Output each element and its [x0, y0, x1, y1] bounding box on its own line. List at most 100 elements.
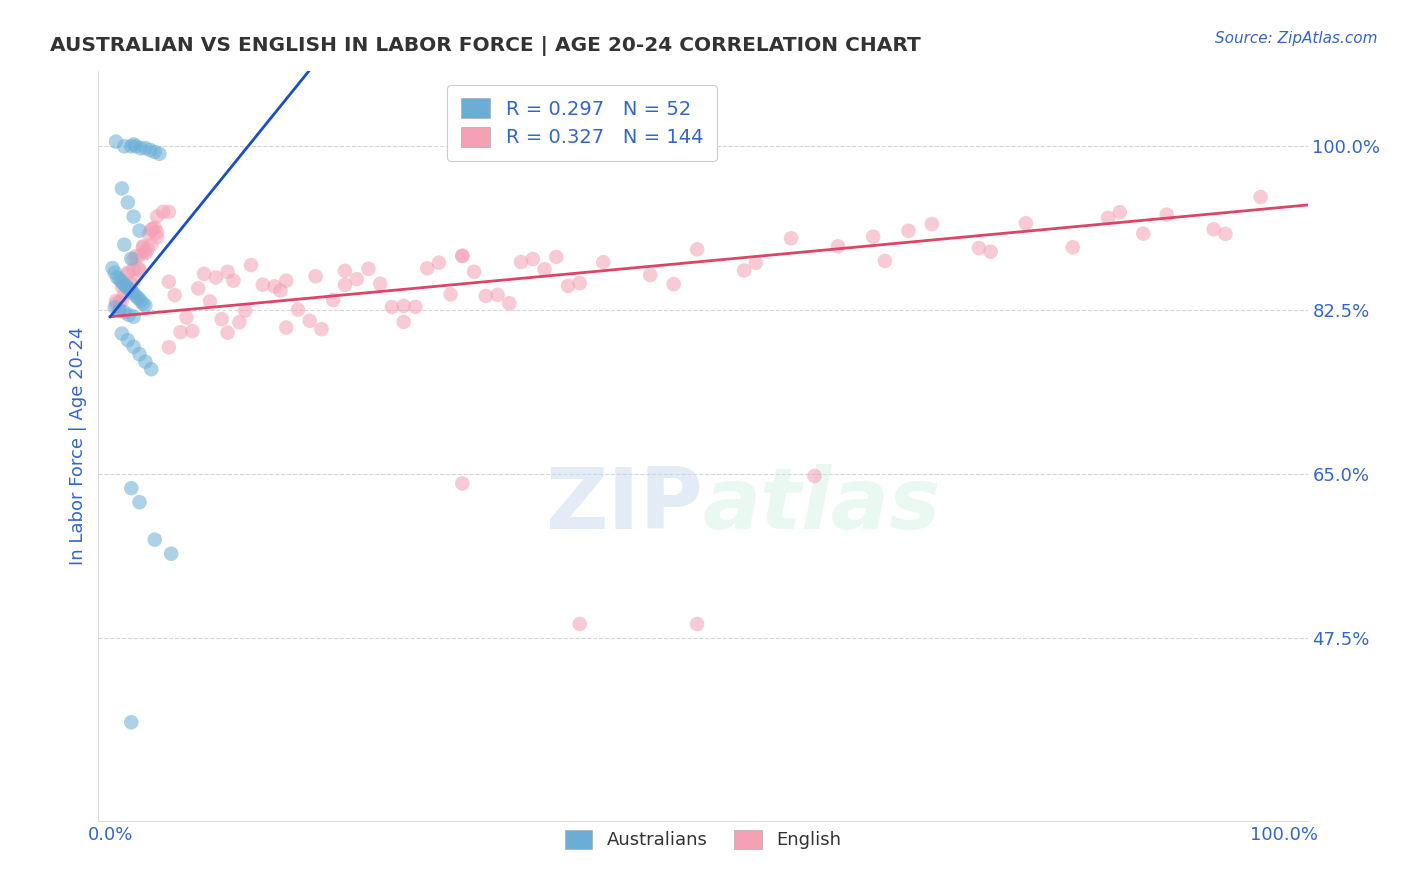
Legend: Australians, English: Australians, English [558, 822, 848, 856]
Point [128, 347, 150, 361]
Point [240, 258, 263, 272]
Point [128, 249, 150, 263]
Text: ZIP: ZIP [546, 465, 703, 548]
Point [122, 252, 145, 267]
Point [287, 302, 309, 317]
Point [125, 139, 148, 153]
Point [108, 272, 131, 286]
Point [592, 255, 614, 269]
Point [132, 239, 155, 253]
Point [451, 249, 474, 263]
Point [169, 325, 191, 339]
Point [193, 267, 215, 281]
Point [138, 227, 160, 241]
Point [181, 324, 204, 338]
Point [662, 277, 685, 292]
Point [827, 239, 849, 253]
Point [1156, 208, 1178, 222]
Point [112, 277, 135, 292]
Point [498, 296, 520, 310]
Text: Source: ZipAtlas.com: Source: ZipAtlas.com [1215, 31, 1378, 46]
Point [745, 256, 768, 270]
Point [686, 617, 709, 632]
Point [128, 495, 150, 509]
Point [122, 310, 145, 324]
Point [451, 249, 474, 263]
Point [346, 272, 368, 286]
Point [132, 296, 155, 310]
Point [568, 276, 591, 290]
Point [128, 224, 150, 238]
Point [686, 243, 709, 257]
Point [381, 300, 404, 314]
Point [873, 254, 896, 268]
Point [122, 340, 145, 354]
Point [1108, 205, 1130, 219]
Point [128, 263, 150, 277]
Point [416, 261, 439, 276]
Point [127, 261, 149, 276]
Point [404, 300, 426, 314]
Point [1215, 227, 1237, 241]
Point [143, 220, 166, 235]
Text: atlas: atlas [703, 465, 941, 548]
Point [141, 237, 163, 252]
Point [211, 312, 233, 326]
Point [1250, 190, 1272, 204]
Point [392, 299, 415, 313]
Point [104, 301, 127, 315]
Point [136, 242, 159, 256]
Point [276, 320, 298, 334]
Point [117, 267, 139, 281]
Point [120, 139, 142, 153]
Point [122, 262, 145, 277]
Point [160, 547, 183, 561]
Text: AUSTRALIAN VS ENGLISH IN LABOR FORCE | AGE 20-24 CORRELATION CHART: AUSTRALIAN VS ENGLISH IN LABOR FORCE | A… [51, 36, 921, 55]
Point [263, 279, 285, 293]
Point [105, 293, 128, 308]
Point [129, 293, 152, 308]
Point [451, 476, 474, 491]
Point [112, 277, 135, 292]
Point [1202, 222, 1225, 236]
Point [118, 282, 141, 296]
Point [157, 340, 180, 354]
Point [111, 280, 134, 294]
Point [304, 269, 326, 284]
Point [638, 268, 661, 282]
Point [157, 275, 180, 289]
Point [117, 333, 139, 347]
Point [276, 274, 298, 288]
Point [108, 294, 131, 309]
Point [111, 275, 134, 289]
Y-axis label: In Labor Force | Age 20-24: In Labor Force | Age 20-24 [69, 326, 87, 566]
Point [108, 303, 131, 318]
Point [967, 241, 990, 255]
Point [146, 210, 169, 224]
Point [510, 255, 533, 269]
Point [803, 469, 825, 483]
Point [143, 533, 166, 547]
Point [1132, 227, 1154, 241]
Point [112, 237, 135, 252]
Point [132, 240, 155, 254]
Point [333, 264, 356, 278]
Point [134, 245, 156, 260]
Point [112, 139, 135, 153]
Point [134, 299, 156, 313]
Point [322, 293, 344, 307]
Point [122, 210, 145, 224]
Point [1015, 216, 1038, 230]
Point [546, 250, 568, 264]
Point [233, 303, 256, 318]
Point [217, 326, 239, 340]
Point [176, 310, 198, 325]
Point [108, 303, 131, 318]
Point [134, 355, 156, 369]
Point [392, 315, 415, 329]
Point [141, 362, 163, 376]
Point [228, 315, 250, 329]
Point [143, 145, 166, 159]
Point [105, 270, 128, 285]
Point [298, 314, 321, 328]
